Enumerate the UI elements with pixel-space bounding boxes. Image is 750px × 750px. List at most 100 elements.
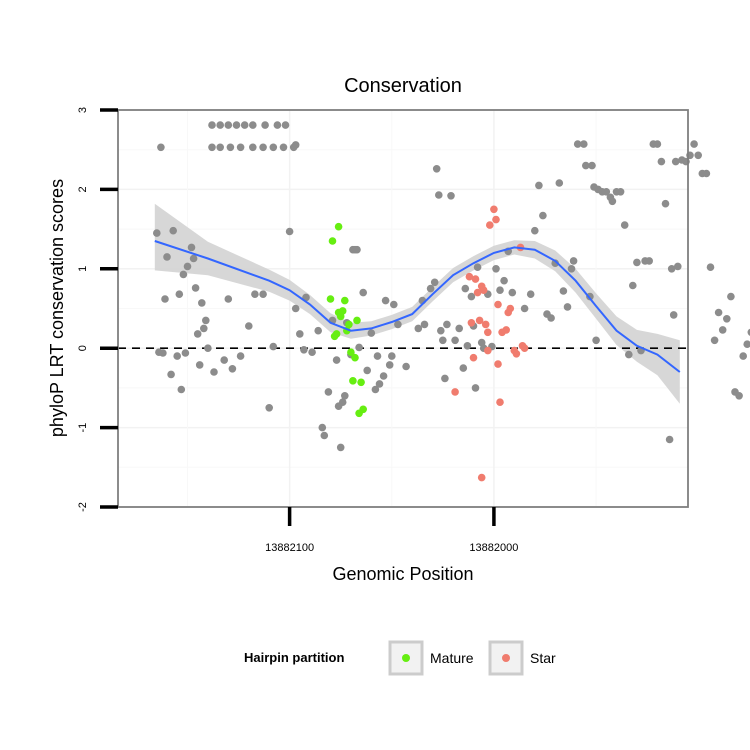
- point-other: [251, 290, 259, 299]
- point-other: [332, 356, 341, 364]
- point-other: [580, 140, 588, 148]
- point-star: [467, 319, 476, 327]
- point-other: [420, 320, 429, 329]
- point-star: [520, 344, 529, 353]
- point-mature: [338, 307, 347, 315]
- y-tick-label: 3: [77, 107, 89, 113]
- point-star: [451, 388, 459, 396]
- point-star: [484, 346, 492, 355]
- point-star: [492, 215, 500, 224]
- point-other: [381, 296, 390, 305]
- point-star: [484, 328, 492, 337]
- point-other: [259, 143, 267, 152]
- point-other: [216, 121, 224, 129]
- point-other: [657, 157, 666, 166]
- point-other: [173, 352, 181, 360]
- y-tick-label: -2: [77, 502, 89, 512]
- point-mature: [345, 320, 353, 329]
- point-other: [216, 143, 224, 152]
- point-other: [296, 330, 304, 338]
- point-other: [645, 257, 653, 265]
- y-tick-label: -1: [77, 423, 89, 433]
- data-points: [153, 121, 750, 482]
- point-other: [153, 229, 161, 237]
- point-other: [430, 278, 439, 287]
- point-other: [461, 284, 470, 293]
- y-tick-label: 2: [77, 186, 89, 192]
- point-other: [447, 192, 455, 200]
- point-other: [551, 259, 559, 268]
- point-other: [508, 288, 517, 297]
- point-other: [367, 329, 376, 337]
- point-star: [475, 316, 484, 325]
- point-other: [224, 121, 233, 129]
- point-other: [547, 314, 555, 322]
- point-other: [531, 226, 539, 235]
- point-other: [441, 374, 449, 383]
- point-other: [520, 304, 529, 313]
- point-mature: [351, 353, 359, 362]
- x-tick-label: 13882000: [469, 542, 518, 554]
- point-other: [220, 356, 228, 364]
- point-other: [669, 311, 678, 319]
- point-mature: [353, 316, 361, 325]
- point-other: [390, 300, 398, 309]
- point-other: [625, 350, 633, 359]
- point-other: [318, 423, 327, 432]
- point-other: [259, 290, 267, 299]
- point-other: [608, 197, 617, 206]
- point-other: [714, 308, 723, 317]
- point-other: [539, 211, 547, 220]
- point-other: [291, 141, 300, 149]
- y-axis-title: phyloP LRT conservation scores: [47, 179, 67, 437]
- point-other: [228, 365, 237, 373]
- point-other: [706, 263, 715, 272]
- point-other: [232, 121, 241, 129]
- point-other: [177, 385, 186, 394]
- point-other: [324, 388, 333, 396]
- point-other: [496, 286, 504, 295]
- point-other: [336, 443, 345, 452]
- point-other: [163, 253, 171, 261]
- point-other: [181, 349, 190, 357]
- point-other: [432, 165, 441, 173]
- smooth-trend-line: [154, 240, 681, 373]
- point-mature: [341, 296, 349, 305]
- x-tick-label: 13882100: [265, 542, 314, 554]
- point-other: [308, 348, 316, 357]
- point-star: [496, 398, 504, 407]
- point-other: [200, 324, 208, 333]
- point-other: [187, 243, 196, 252]
- point-other: [394, 320, 402, 329]
- point-other: [281, 121, 290, 129]
- point-other: [455, 324, 464, 333]
- point-other: [661, 199, 670, 208]
- point-other: [373, 352, 382, 360]
- point-other: [183, 262, 192, 271]
- point-other: [463, 342, 472, 350]
- point-star: [471, 275, 480, 283]
- legend: Hairpin partition Mature Star: [244, 640, 556, 676]
- point-other: [671, 157, 680, 166]
- point-other: [388, 352, 396, 360]
- point-other: [573, 140, 582, 148]
- point-other: [710, 336, 719, 345]
- point-other: [667, 265, 676, 273]
- point-other: [694, 151, 702, 160]
- legend-label-star: Star: [530, 650, 556, 666]
- point-other: [473, 263, 482, 272]
- point-other: [743, 340, 750, 348]
- point-other: [314, 326, 323, 335]
- point-other: [702, 169, 711, 178]
- point-other: [224, 295, 233, 303]
- point-mature: [357, 378, 365, 387]
- point-other: [249, 121, 257, 129]
- point-other: [653, 140, 662, 148]
- point-other: [592, 336, 600, 345]
- point-other: [204, 344, 212, 353]
- point-star: [486, 221, 494, 229]
- point-mature: [347, 348, 355, 357]
- point-other: [375, 380, 384, 388]
- legend-marker-mature: [402, 654, 410, 662]
